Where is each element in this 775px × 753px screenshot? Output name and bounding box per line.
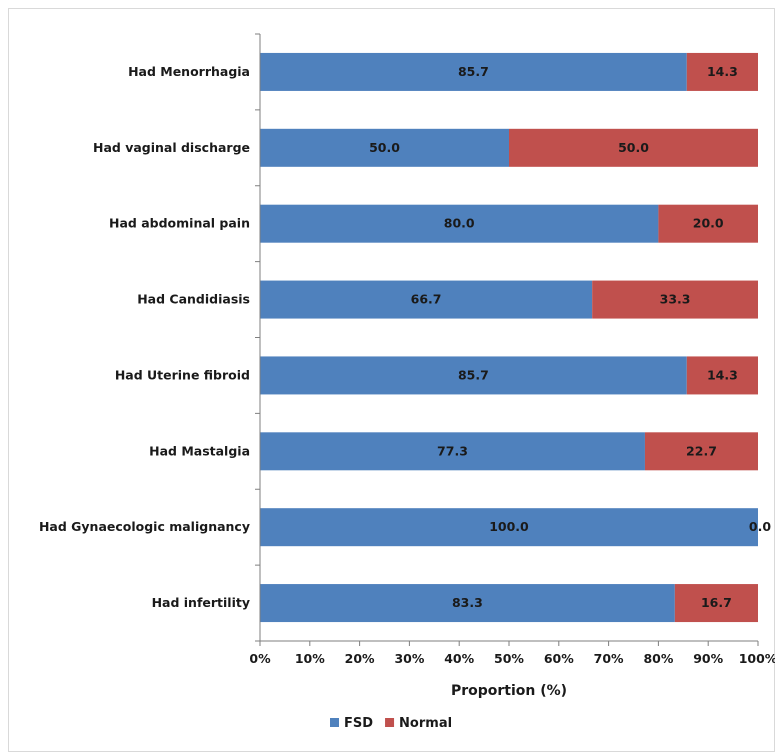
x-tick-label: 20% xyxy=(345,651,375,666)
chart-frame: 0% 10% 20% 30% 40% 50% 60% 70% 80% 90% 100% Had Me… xyxy=(8,8,775,752)
data-label-normal: 14.3 xyxy=(707,64,738,79)
category-label: Had vaginal discharge xyxy=(93,140,250,155)
category-label: Had abdominal pain xyxy=(109,216,250,231)
x-tick-label: 40% xyxy=(444,651,474,666)
category-label: Had infertility xyxy=(152,595,250,610)
x-tick-label: 10% xyxy=(295,651,325,666)
bar-fsd-4 xyxy=(260,280,593,319)
bar-fsd-2 xyxy=(260,128,509,167)
data-label-normal: 0.0 xyxy=(749,519,771,534)
data-label-fsd: 85.7 xyxy=(458,64,489,79)
x-tick-label: 70% xyxy=(594,651,624,666)
x-tick-label: 30% xyxy=(394,651,424,666)
legend-swatch-fsd xyxy=(330,718,339,727)
data-label-normal: 16.7 xyxy=(701,595,732,610)
legend-label-fsd: FSD xyxy=(344,716,373,731)
bar-fsd-5 xyxy=(260,356,687,395)
bar-normal-3 xyxy=(658,204,758,243)
chart: 0% 10% 20% 30% 40% 50% 60% 70% 80% 90% 100% Had Me… xyxy=(39,33,775,731)
bar-normal-4 xyxy=(592,280,758,319)
data-label-normal: 14.3 xyxy=(707,367,738,382)
data-label-fsd: 77.3 xyxy=(437,443,468,458)
legend: FSD Normal xyxy=(330,716,452,731)
bar-normal-1 xyxy=(686,52,758,91)
category-label: Had Gynaecologic malignancy xyxy=(39,519,250,534)
bar-normal-6 xyxy=(644,432,758,471)
data-label-normal: 50.0 xyxy=(618,140,649,155)
legend-label-normal: Normal xyxy=(399,716,452,731)
data-label-normal: 20.0 xyxy=(693,216,724,231)
bar-fsd-7 xyxy=(260,508,758,547)
labels-layer: Had Menorrhagia 85.7 14.3 Had vaginal disch… xyxy=(39,64,771,610)
bar-fsd-3 xyxy=(260,204,659,243)
bar-normal-2 xyxy=(509,128,758,167)
data-label-fsd: 83.3 xyxy=(452,595,483,610)
bar-fsd-1 xyxy=(260,52,687,91)
bar-normal-8 xyxy=(674,584,758,623)
x-tick-label: 60% xyxy=(544,651,574,666)
x-tick-label: 90% xyxy=(693,651,723,666)
category-label: Had Uterine fibroid xyxy=(115,367,250,382)
legend-swatch-normal xyxy=(385,718,395,727)
data-label-fsd: 80.0 xyxy=(444,216,475,231)
data-label-normal: 33.3 xyxy=(660,292,691,307)
data-label-normal: 22.7 xyxy=(686,443,717,458)
data-label-fsd: 66.7 xyxy=(411,292,442,307)
axes-layer: 0% 10% 20% 30% 40% 50% 60% 70% 80% 90% 100% xyxy=(249,33,775,666)
data-label-fsd: 100.0 xyxy=(489,519,529,534)
data-label-fsd: 50.0 xyxy=(369,140,400,155)
category-label: Had Candidiasis xyxy=(137,292,250,307)
x-tick-label: 100% xyxy=(739,651,775,666)
category-label: Had Mastalgia xyxy=(149,443,250,458)
category-label: Had Menorrhagia xyxy=(128,64,250,79)
x-axis-title: Proportion (%) xyxy=(451,683,567,699)
x-tick-label: 0% xyxy=(249,651,271,666)
bar-fsd-8 xyxy=(260,584,675,623)
bar-fsd-6 xyxy=(260,432,645,471)
x-tick-label: 50% xyxy=(494,651,524,666)
data-label-fsd: 85.7 xyxy=(458,367,489,382)
bars-layer xyxy=(260,52,758,623)
bar-normal-5 xyxy=(686,356,758,395)
x-tick-label: 80% xyxy=(643,651,673,666)
